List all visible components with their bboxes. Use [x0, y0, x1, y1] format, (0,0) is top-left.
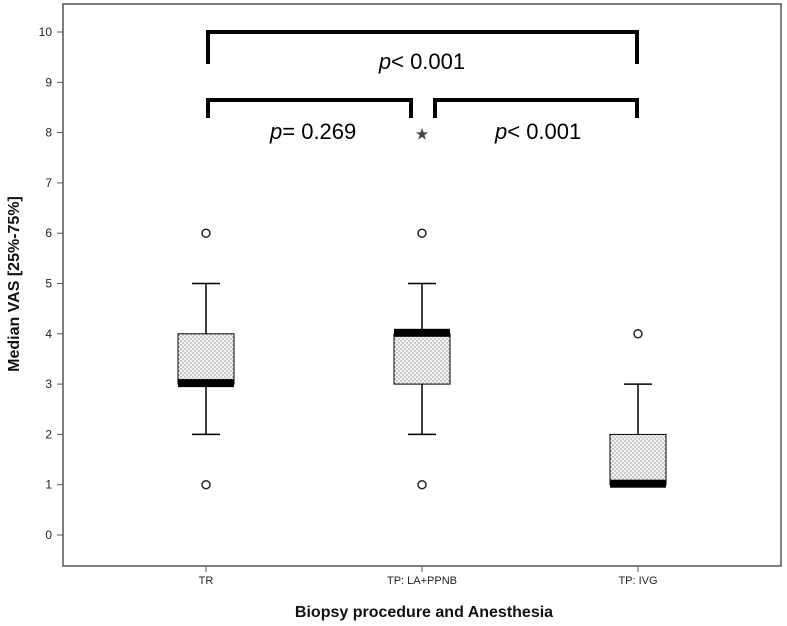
outlier-point [201, 479, 211, 490]
outlier-point [633, 329, 643, 339]
y-tick-label: 6 [45, 226, 52, 240]
y-tick-label: 2 [45, 427, 52, 441]
comparison-bracket-2: p< 0.001 [433, 98, 639, 144]
p-symbol: p [378, 49, 391, 74]
p-value-label: p= 0.269 [269, 119, 356, 144]
outlier-point [417, 228, 427, 238]
box-1: ★ [393, 125, 451, 490]
bracket-line [433, 98, 639, 118]
x-tick-label: TP: LA+PPNB [387, 575, 457, 587]
comparison-bracket-1: p= 0.269 [206, 98, 413, 144]
iqr-box [393, 333, 451, 385]
box-series: ★ [177, 125, 667, 490]
outlier-point [417, 479, 427, 490]
p-value-label: p< 0.001 [378, 49, 465, 74]
median-line [610, 479, 666, 488]
y-tick-label: 8 [45, 126, 52, 140]
y-tick-label: 1 [45, 478, 52, 492]
p-value: = 0.269 [282, 119, 356, 144]
box-0 [177, 228, 235, 490]
p-value: < 0.001 [507, 119, 581, 144]
y-axis: 0 1 2 3 4 5 6 7 8 9 10 [39, 25, 63, 542]
bracket-line [206, 30, 639, 64]
y-tick-label: 9 [45, 75, 52, 89]
iqr-box [609, 433, 667, 486]
iqr-box [177, 333, 235, 385]
p-symbol: p [494, 119, 507, 144]
y-tick-label: 3 [45, 377, 52, 391]
y-tick-label: 7 [45, 176, 52, 190]
median-line [178, 379, 234, 388]
p-value: < 0.001 [391, 49, 465, 74]
comparison-bracket-0: p< 0.001 [206, 30, 639, 74]
outlier-point [201, 228, 211, 238]
x-axis-title: Biopsy procedure and Anesthesia [295, 604, 553, 621]
extreme-point: ★ [415, 125, 429, 144]
y-axis-title: Median VAS [25%-75%] [6, 196, 23, 372]
y-tick-label: 5 [45, 277, 52, 291]
y-tick-label: 0 [45, 528, 52, 542]
x-tick-label: TR [199, 575, 214, 587]
p-value-label: p< 0.001 [494, 119, 581, 144]
box-2 [609, 329, 667, 488]
median-line [394, 328, 450, 337]
y-tick-label: 4 [45, 327, 52, 341]
x-axis: TR TP: LA+PPNB TP: IVG [199, 566, 658, 587]
p-symbol: p [269, 119, 282, 144]
x-tick-label: TP: IVG [618, 575, 657, 587]
bracket-line [206, 98, 413, 118]
y-tick-label: 10 [39, 25, 53, 39]
